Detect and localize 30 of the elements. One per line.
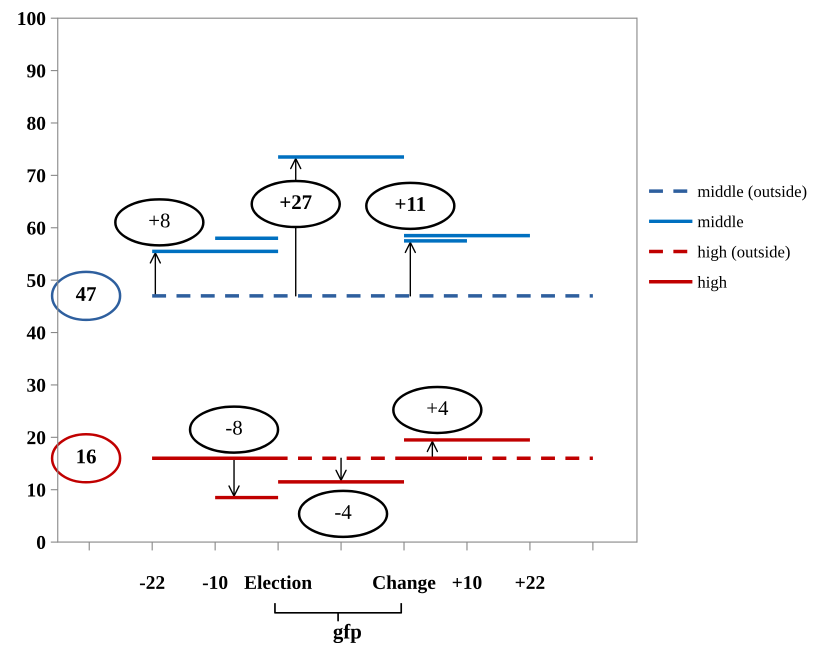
y-tick-label: 40 (26, 326, 46, 340)
y-tick-label: 0 (36, 536, 46, 550)
y-tick-label: 20 (27, 431, 46, 444)
annotation: 16 (77, 449, 96, 464)
annotation: -8 (226, 420, 242, 435)
x-tick-label: -10 (202, 576, 228, 590)
y-tick-label: 100 (18, 12, 46, 26)
annotation: +8 (149, 213, 170, 228)
annotation: +27 (280, 195, 312, 210)
y-tick-label: 50 (27, 274, 46, 288)
x-tick-label: +22 (516, 576, 544, 589)
x-tick-label: +10 (452, 576, 482, 590)
legend-label: high (698, 276, 727, 292)
legend-label: middle (outside) (698, 185, 806, 200)
x-tick-label: -22 (140, 576, 164, 589)
legend-label: high (outside) (698, 246, 790, 261)
x-tick-label: Election (244, 575, 312, 590)
y-tick-label: 60 (27, 222, 46, 235)
annotation: 47 (76, 287, 96, 301)
y-tick-label: 80 (27, 116, 46, 130)
legend-label: middle (698, 216, 744, 228)
y-tick-label: 90 (27, 64, 46, 78)
annotation: +4 (427, 401, 448, 415)
x-axis-title: gfp (333, 624, 361, 644)
y-tick-label: 30 (27, 378, 46, 392)
annotation: +11 (396, 197, 426, 211)
x-tick-label: Change (373, 575, 436, 594)
y-tick-label: 10 (28, 484, 46, 497)
annotation: -4 (335, 505, 352, 519)
y-tick-label: 70 (28, 169, 46, 182)
